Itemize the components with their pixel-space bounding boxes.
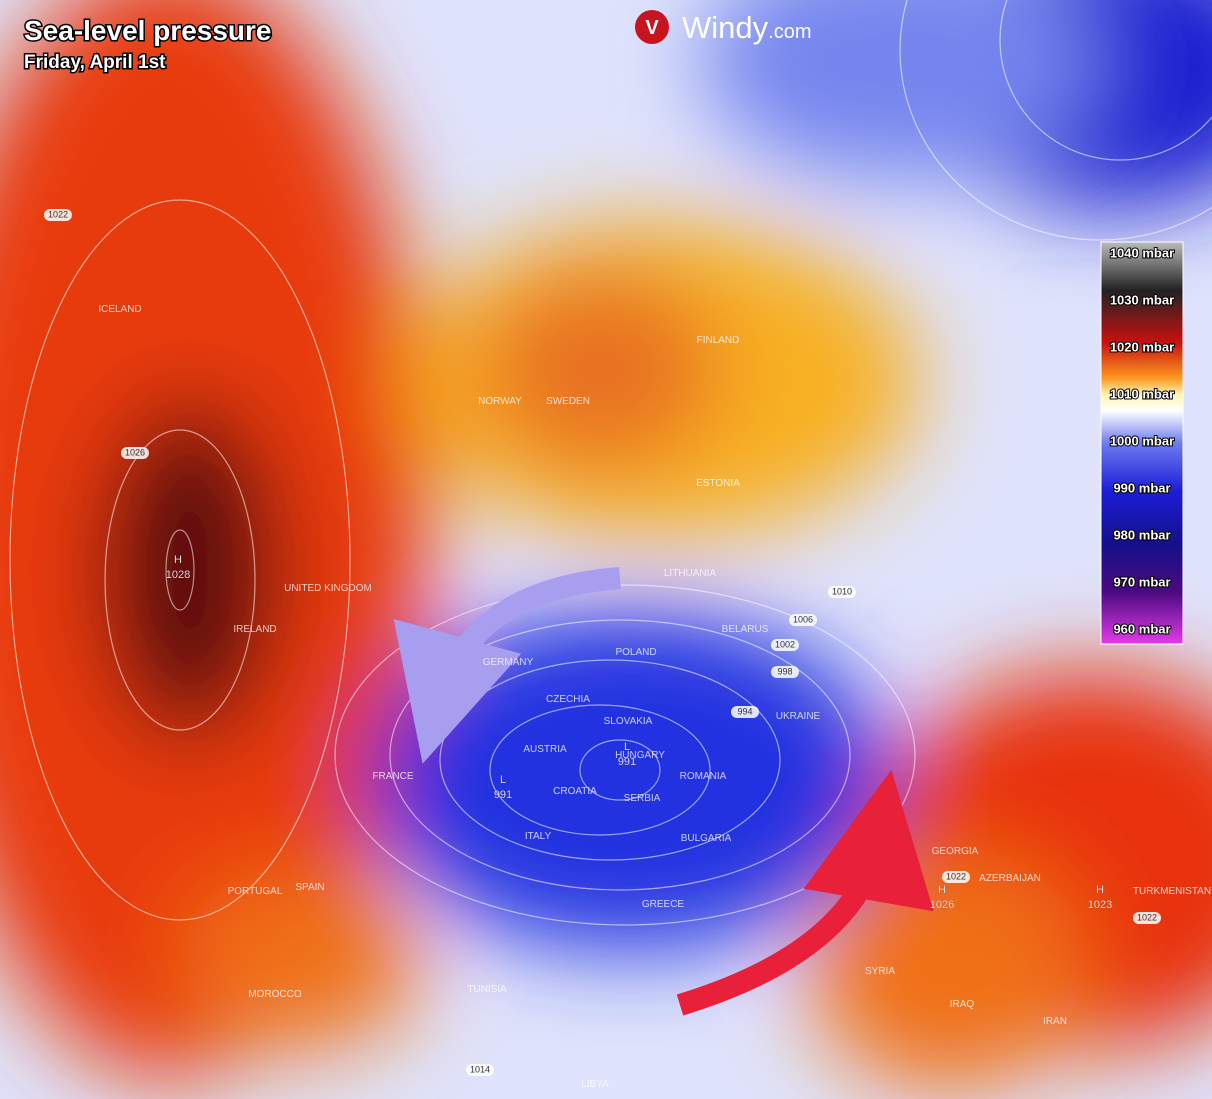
place-label: SLOVAKIA — [604, 716, 653, 727]
legend-label: 1000 mbar — [1110, 433, 1174, 448]
legend-bar — [1100, 241, 1184, 645]
center-symbol: H — [938, 884, 946, 896]
isobar-badge — [466, 1064, 494, 1076]
legend-label: 960 mbar — [1113, 621, 1170, 636]
place-label: PORTUGAL — [228, 886, 283, 897]
place-label: SERBIA — [624, 793, 661, 804]
center-value: 991 — [494, 789, 512, 801]
place-label: GERMANY — [483, 657, 534, 668]
isobar-badge — [789, 614, 817, 626]
place-label: AUSTRIA — [523, 744, 567, 755]
logo — [635, 10, 669, 44]
arrow — [393, 567, 621, 764]
center-symbol: L — [624, 741, 630, 753]
isobar-label: 1022 — [946, 871, 966, 881]
brand: Windy.com — [682, 10, 811, 45]
isobar-badge — [771, 666, 799, 678]
isobar-label: 1002 — [775, 639, 795, 649]
isobar-badge — [44, 209, 72, 221]
place-label: CZECHIA — [546, 694, 590, 705]
center-value: 1028 — [166, 569, 190, 581]
place-label: TUNISIA — [467, 984, 507, 995]
isobar-badge — [828, 586, 856, 598]
place-label: GEORGIA — [932, 846, 979, 857]
place-label: ESTONIA — [696, 478, 740, 489]
place-label: FRANCE — [372, 771, 413, 782]
legend-label: 1040 mbar — [1110, 245, 1174, 260]
isobar-badge — [942, 871, 970, 883]
legend-label: 1030 mbar — [1110, 292, 1174, 307]
isobar-badge — [771, 639, 799, 651]
place-label: BULGARIA — [681, 833, 732, 844]
place-label: LITHUANIA — [664, 568, 717, 579]
place-label: NORWAY — [478, 396, 522, 407]
center-symbol: H — [174, 554, 182, 566]
place-label: ITALY — [525, 831, 552, 842]
isobar-label: 998 — [777, 666, 792, 676]
place-label: IRELAND — [233, 624, 276, 635]
place-label: UKRAINE — [776, 711, 821, 722]
isobar-label: 994 — [737, 706, 752, 716]
legend-label: 1010 mbar — [1110, 386, 1174, 401]
legend-label: 970 mbar — [1113, 574, 1170, 589]
place-label: LIBYA — [581, 1079, 609, 1090]
labels: ICELAND NORWAY SWEDEN FINLAND ESTONIA LITHUAN… — [44, 209, 1211, 1090]
place-label: GREECE — [642, 899, 685, 910]
place-label: IRAN — [1043, 1016, 1067, 1027]
center-symbol: L — [500, 774, 506, 786]
place-label: CROATIA — [553, 786, 597, 797]
place-label: SWEDEN — [546, 396, 590, 407]
place-label: SPAIN — [295, 882, 324, 893]
place-label: ROMANIA — [680, 771, 727, 782]
isobar-label: 1022 — [48, 209, 68, 219]
place-label: MOROCCO — [248, 989, 302, 1000]
arrow — [676, 769, 934, 1016]
place-label: UNITED KINGDOM — [284, 583, 372, 594]
subtitle: Friday, April 1st — [24, 52, 166, 73]
place-label: TURKMENISTAN — [1133, 886, 1211, 897]
place-label: AZERBAIJAN — [979, 873, 1041, 884]
place-label: POLAND — [615, 647, 656, 658]
center-value: 991 — [618, 756, 636, 768]
isobar-label: 1026 — [125, 447, 145, 457]
place-label: SYRIA — [865, 966, 895, 977]
legend-label: 990 mbar — [1113, 480, 1170, 495]
legend-label: 980 mbar — [1113, 527, 1170, 542]
place-label: HUNGARY — [615, 750, 665, 761]
isobar-label: 1014 — [470, 1064, 490, 1074]
isobar-badge — [121, 447, 149, 459]
isobar-label: 1006 — [793, 614, 813, 624]
legend-label: 1020 mbar — [1110, 339, 1174, 354]
place-label: ICELAND — [98, 304, 141, 315]
center-value: 1023 — [1088, 899, 1112, 911]
place-label: IRAQ — [950, 999, 975, 1010]
center-symbol: H — [1096, 884, 1104, 896]
center-value: 1026 — [930, 899, 954, 911]
isobar-badge — [731, 706, 759, 718]
isobar-label: 1010 — [832, 586, 852, 596]
isobar-badge — [1133, 912, 1161, 924]
place-label: BELARUS — [722, 624, 769, 635]
place-label: FINLAND — [697, 335, 740, 346]
isobar-label: 1022 — [1137, 912, 1157, 922]
logo-mark: V — [645, 17, 659, 39]
title: Sea-level pressure — [24, 15, 272, 46]
